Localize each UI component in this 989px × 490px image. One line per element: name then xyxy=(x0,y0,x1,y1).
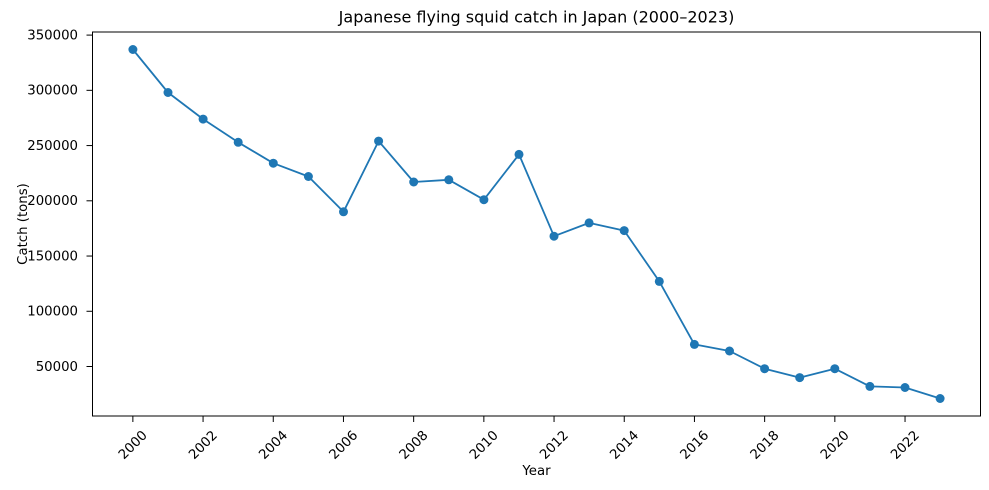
data-point xyxy=(935,394,945,403)
data-point xyxy=(233,137,243,147)
y-tick-label: 100000 xyxy=(27,305,78,320)
data-point xyxy=(163,88,173,97)
x-tick-label: 2020 xyxy=(818,428,853,463)
data-point xyxy=(198,114,208,124)
x-tick-label: 2000 xyxy=(116,428,151,463)
data-point xyxy=(584,218,594,228)
y-tick-label: 350000 xyxy=(27,28,78,43)
data-point xyxy=(865,381,875,391)
data-point xyxy=(900,383,910,392)
x-tick-label: 2022 xyxy=(888,428,923,463)
y-tick-label: 150000 xyxy=(27,249,78,264)
x-tick-label: 2002 xyxy=(186,428,221,463)
data-point xyxy=(303,172,313,181)
data-point xyxy=(409,177,419,187)
plot-area: 50000 100000 150000 200000 250000 300000 35000… xyxy=(27,28,981,463)
x-tick-label: 2008 xyxy=(397,428,432,463)
data-point xyxy=(830,364,840,374)
data-point xyxy=(128,45,138,54)
x-axis-label: Year xyxy=(521,464,551,479)
x-tick-label: 2004 xyxy=(257,428,292,463)
data-line xyxy=(131,48,941,400)
y-axis-label: Catch (tons) xyxy=(16,183,31,265)
data-point xyxy=(479,195,489,205)
data-point xyxy=(444,175,454,185)
data-point xyxy=(795,373,805,383)
data-point xyxy=(549,231,559,241)
x-tick-label: 2012 xyxy=(537,428,572,463)
chart-title: Japanese flying squid catch in Japan (20… xyxy=(338,8,735,27)
x-tick-label: 2018 xyxy=(748,428,783,463)
data-point xyxy=(268,158,278,168)
y-tick-label: 300000 xyxy=(27,84,78,99)
data-point xyxy=(619,226,629,236)
y-tick-label: 250000 xyxy=(27,139,78,154)
data-point xyxy=(760,364,770,374)
x-tick-label: 2006 xyxy=(327,428,362,463)
y-tick-label: 200000 xyxy=(27,194,78,209)
data-point xyxy=(374,136,384,146)
x-tick-label: 2010 xyxy=(467,428,502,463)
x-tick-label: 2016 xyxy=(678,428,713,463)
data-point xyxy=(725,346,734,356)
data-point xyxy=(339,207,348,217)
plot-frame xyxy=(92,31,981,417)
y-tick-label: 50000 xyxy=(36,360,78,375)
x-tick-label: 2014 xyxy=(608,428,643,463)
data-point xyxy=(654,276,664,286)
data-point xyxy=(689,339,699,349)
data-point xyxy=(514,149,524,159)
